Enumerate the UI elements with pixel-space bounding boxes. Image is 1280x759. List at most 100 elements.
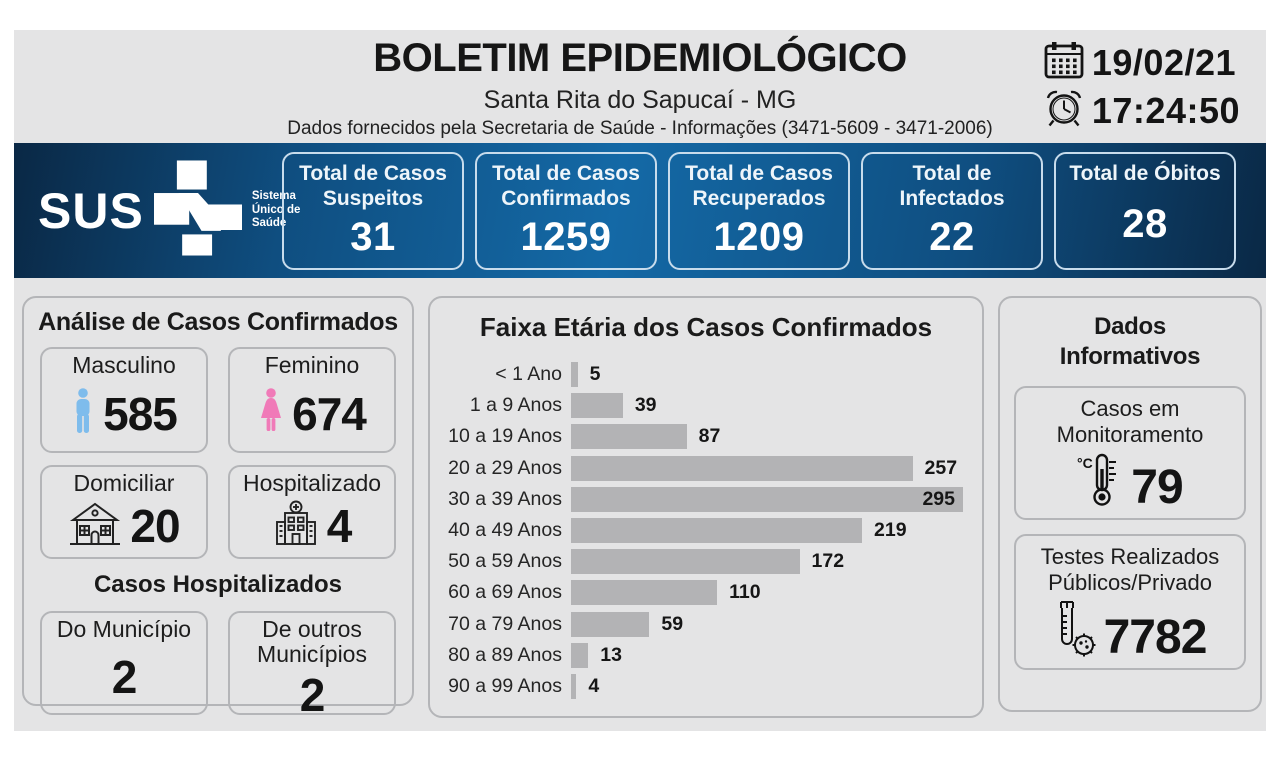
calendar-icon — [1044, 42, 1084, 84]
sus-cross-icon — [153, 156, 242, 265]
analysis-title: Análise de Casos Confirmados — [38, 308, 398, 336]
bar — [571, 549, 800, 575]
gender-cards: Masculino 585 — [24, 343, 412, 559]
bar-track: 295 — [571, 486, 963, 512]
sus-stats-band: SUS Sistema Único de Saúde Total de Caso… — [14, 143, 1266, 278]
bar — [571, 486, 963, 512]
bar-track: 257 — [571, 455, 963, 481]
stat-label: Total de Casos Recuperados — [685, 161, 833, 211]
bar-value: 4 — [588, 674, 600, 697]
age-group-label: 80 a 89 Anos — [448, 643, 562, 666]
age-group-label: 40 a 49 Anos — [448, 519, 562, 542]
female-icon — [258, 388, 284, 439]
svg-text:°C: °C — [1077, 455, 1093, 471]
card-value: 79 — [1131, 460, 1183, 514]
stat-label: Total de Infectados — [899, 161, 1005, 211]
city-subtitle: Santa Rita do Sapucaí - MG — [483, 86, 797, 114]
masculino-card: Masculino 585 — [40, 347, 208, 453]
age-group-label: 30 a 39 Anos — [448, 487, 562, 510]
bar — [571, 393, 623, 419]
sus-logo: SUS Sistema Único de Saúde — [38, 153, 310, 268]
do-municipio-card: Do Município 2 — [40, 611, 208, 715]
card-value: 7782 — [1103, 610, 1208, 664]
time-value: 17:24:50 — [1091, 89, 1240, 131]
stat-label: Total de Casos Confirmados — [492, 161, 640, 211]
stat-value: 1259 — [520, 215, 612, 260]
monitoramento-card: Casos em Monitoramento °C 79 — [1014, 386, 1246, 520]
bar — [571, 580, 718, 606]
outros-municipios-card: De outros Municípios 2 — [228, 611, 396, 721]
bar-track: 110 — [571, 580, 963, 606]
card-value: 585 — [103, 387, 178, 440]
bar-track: 219 — [571, 518, 963, 544]
card-value: 674 — [292, 387, 367, 440]
stat-card-suspeitos: Total de Casos Suspeitos 31 — [282, 151, 464, 270]
bar-value: 219 — [874, 519, 907, 542]
chart-row: 40 a 49 Anos 219 — [446, 515, 982, 546]
stat-label: Total de Óbitos — [1069, 161, 1221, 185]
card-value: 20 — [130, 499, 180, 552]
bar-value: 87 — [698, 425, 721, 448]
age-group-label: 1 a 9 Anos — [469, 394, 562, 417]
sus-logo-text: SUS — [38, 182, 144, 239]
bulletin-sheet: BOLETIM EPIDEMIOLÓGICO Santa Rita do Sap… — [14, 30, 1266, 731]
datetime-block: 19/02/21 17:24:50 — [1044, 42, 1240, 133]
band-cards: Total de Casos Suspeitos 31 Total de Cas… — [282, 143, 1236, 278]
analysis-panel: Análise de Casos Confirmados Masculino — [22, 296, 414, 721]
chart-row: 90 a 99 Anos 4 — [446, 671, 982, 702]
bar-track: 39 — [571, 393, 963, 419]
chart-row: 50 a 59 Anos 172 — [446, 546, 982, 577]
chart-row: 70 a 79 Anos 59 — [446, 609, 982, 640]
feminino-card: Feminino 674 — [228, 347, 396, 453]
chart-row: < 1 Ano 5 — [446, 359, 982, 390]
card-label: De outros Municípios — [257, 616, 367, 668]
bar-track: 5 — [571, 362, 963, 388]
bar — [571, 611, 650, 637]
bar-value: 5 — [589, 363, 601, 386]
age-chart-rows: < 1 Ano 5 1 a 9 Anos 39 10 a 19 Anos 87 20 a 2… — [430, 359, 982, 702]
card-value: 2 — [111, 650, 138, 703]
bar — [571, 518, 862, 544]
card-label: Hospitalizado — [242, 470, 382, 496]
chart-row: 10 a 19 Anos 87 — [446, 421, 982, 452]
male-icon — [71, 388, 95, 439]
date-row: 19/02/21 — [1044, 42, 1240, 84]
alarm-clock-icon — [1044, 88, 1084, 133]
card-label: Domiciliar — [73, 470, 175, 496]
chart-row: 60 a 69 Anos 110 — [446, 577, 982, 608]
stat-card-recuperados: Total de Casos Recuperados 1209 — [668, 151, 850, 270]
bar — [571, 642, 589, 668]
age-group-label: 50 a 59 Anos — [448, 550, 562, 573]
bar-value: 39 — [634, 394, 657, 417]
bar — [571, 424, 687, 450]
stat-value: 31 — [350, 215, 396, 260]
bar-track: 59 — [571, 611, 963, 637]
house-icon — [68, 500, 122, 551]
bar — [571, 362, 578, 388]
hospitalizados-subtitle: Casos Hospitalizados — [93, 571, 343, 598]
age-group-label: 10 a 19 Anos — [448, 425, 562, 448]
age-chart-panel: Faixa Etária dos Casos Confirmados < 1 A… — [428, 296, 984, 718]
hospital-icon — [273, 500, 319, 551]
testtube-virus-icon — [1054, 600, 1100, 662]
bar-value: 172 — [811, 550, 845, 573]
date-value: 19/02/21 — [1091, 42, 1237, 83]
age-group-label: 60 a 69 Anos — [448, 581, 562, 604]
card-label: Do Município — [56, 616, 192, 642]
bar-value: 110 — [729, 581, 761, 604]
card-label: Casos em Monitoramento — [1056, 396, 1204, 448]
info-title: Dados Informativos — [1059, 313, 1201, 370]
card-label: Testes Realizados Públicos/Privado — [1040, 543, 1220, 596]
bar-track: 13 — [571, 642, 963, 668]
chart-row: 1 a 9 Anos 39 — [446, 390, 982, 421]
page-title: BOLETIM EPIDEMIOLÓGICO — [373, 36, 907, 80]
stat-card-confirmados: Total de Casos Confirmados 1259 — [475, 151, 657, 270]
bar-track: 87 — [571, 424, 963, 450]
thermometer-icon: °C — [1077, 453, 1127, 512]
age-group-label: 90 a 99 Anos — [448, 674, 562, 697]
info-line: Dados fornecidos pela Secretaria de Saúd… — [287, 118, 993, 139]
domiciliar-card: Domiciliar — [40, 465, 208, 559]
municipio-cards: Do Município 2 De outros Municípios 2 — [24, 607, 412, 721]
time-row: 17:24:50 — [1044, 88, 1240, 133]
card-value: 4 — [326, 499, 353, 552]
